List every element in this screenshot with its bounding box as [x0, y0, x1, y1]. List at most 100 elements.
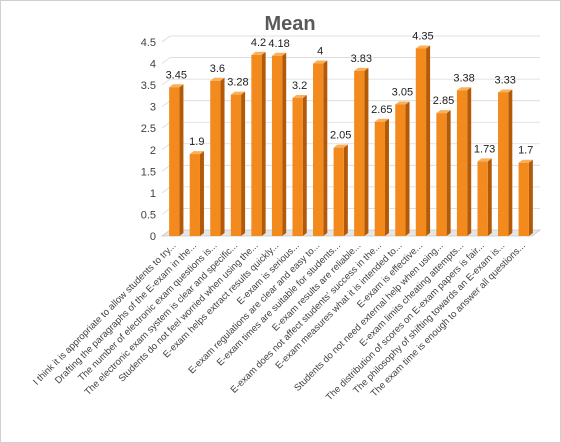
bar-front	[292, 98, 303, 237]
bar	[415, 45, 431, 236]
bar-side	[528, 159, 533, 236]
x-tick-label: Students do not feel worried when using …	[117, 240, 261, 384]
gridline-depth	[161, 186, 171, 194]
bar-side	[405, 101, 410, 236]
data-label: 2.85	[433, 95, 454, 107]
bar-front	[518, 162, 529, 236]
bar	[374, 118, 389, 236]
data-label: 3.28	[227, 77, 248, 89]
bar	[395, 101, 410, 236]
data-label: 3.6	[210, 63, 225, 75]
gridline-depth	[161, 100, 171, 107]
data-label: 2.65	[371, 104, 392, 116]
bar-side	[384, 118, 389, 236]
bar-front	[395, 104, 406, 236]
y-tick-label: 0.5	[141, 209, 156, 221]
bar-top	[271, 52, 287, 56]
x-axis-labels: I think it is appropriate to allow stude…	[31, 240, 528, 403]
data-labels: 3.45 1.9 3.63.28 4.2 4.18 3.2 4 2.05 3.83 2.653.0…	[166, 30, 534, 156]
bar-top	[395, 101, 410, 105]
bar-side	[508, 89, 513, 236]
data-label: 3.83	[351, 53, 372, 65]
y-tick-label: 1	[150, 188, 156, 200]
y-tick-label: 3	[150, 102, 156, 114]
bar	[436, 110, 451, 236]
bar-side	[302, 95, 307, 237]
y-tick-label: 0	[150, 231, 156, 243]
data-label: 3.2	[292, 80, 307, 92]
data-label: 3.33	[494, 74, 515, 86]
bar	[210, 77, 225, 236]
bars	[169, 45, 533, 237]
gridline-depth	[161, 121, 171, 129]
bar-front	[210, 80, 221, 236]
bar	[333, 144, 348, 236]
bar-front	[189, 154, 200, 236]
bar	[354, 67, 369, 236]
bar-side	[467, 87, 472, 236]
bar-top	[251, 51, 266, 55]
gridline-depth	[161, 143, 171, 151]
bar-top	[230, 91, 246, 95]
bar	[313, 60, 328, 236]
data-label: 3.05	[392, 87, 413, 99]
bar-side	[241, 91, 246, 237]
bar	[189, 151, 204, 236]
data-label: 4.35	[412, 30, 433, 42]
bar	[292, 95, 307, 237]
data-label: 4.2	[251, 37, 266, 49]
bar-side	[282, 52, 287, 236]
bar-side	[343, 144, 348, 236]
bar-top	[333, 144, 348, 148]
data-label: 1.73	[474, 143, 495, 155]
data-label: 4.18	[268, 38, 289, 50]
y-tick-label: 4	[150, 59, 156, 71]
bar-side	[323, 60, 328, 236]
bar	[498, 89, 513, 236]
y-tick-label: 1.5	[141, 166, 156, 178]
bar-top	[415, 45, 431, 49]
bar-top	[477, 158, 492, 162]
bar	[169, 84, 184, 237]
bar-front	[498, 92, 509, 236]
bar-top	[374, 118, 389, 122]
bar-side	[364, 67, 369, 236]
y-tick-label: 4.5	[141, 37, 156, 49]
bar-top	[354, 67, 369, 71]
data-label: 3.38	[453, 72, 474, 84]
bar-front	[251, 54, 262, 236]
y-tick-label: 2	[150, 145, 156, 157]
bar-front	[477, 161, 488, 236]
bar-side	[487, 158, 492, 236]
bar	[477, 158, 492, 236]
data-label: 1.9	[189, 136, 204, 148]
x-tick-label: I think it is appropriate to allow stude…	[31, 240, 178, 387]
bar-top	[169, 84, 184, 88]
bar	[518, 159, 533, 236]
data-label: 4	[317, 46, 323, 58]
bar-side	[261, 51, 266, 236]
bar-front	[230, 94, 242, 237]
gridline-depth	[161, 78, 171, 86]
bar-top	[456, 87, 472, 91]
bar-top	[313, 60, 328, 64]
y-tick-label: 2.5	[141, 123, 156, 135]
data-label: 3.45	[166, 69, 187, 81]
bar-front	[436, 113, 447, 236]
bar-top	[292, 95, 307, 99]
y-tick-label: 3.5	[141, 80, 156, 92]
bar	[456, 87, 472, 236]
bar-top	[210, 77, 225, 81]
bar-top	[189, 151, 204, 155]
y-axis-ticks: 0 0.5 1 1.5 2 2.5 3 3.5 4 4.5	[141, 37, 156, 243]
chart-title: Mean	[264, 13, 315, 35]
bar-side	[426, 45, 431, 236]
bar-front	[333, 147, 344, 236]
bar	[251, 51, 266, 236]
x-tick-label: Drafting the paragraphs of the E-exam in…	[53, 240, 199, 386]
bar-front	[169, 87, 180, 237]
bar-front	[354, 70, 365, 236]
bar-side	[179, 84, 184, 237]
bar-side	[220, 77, 225, 236]
